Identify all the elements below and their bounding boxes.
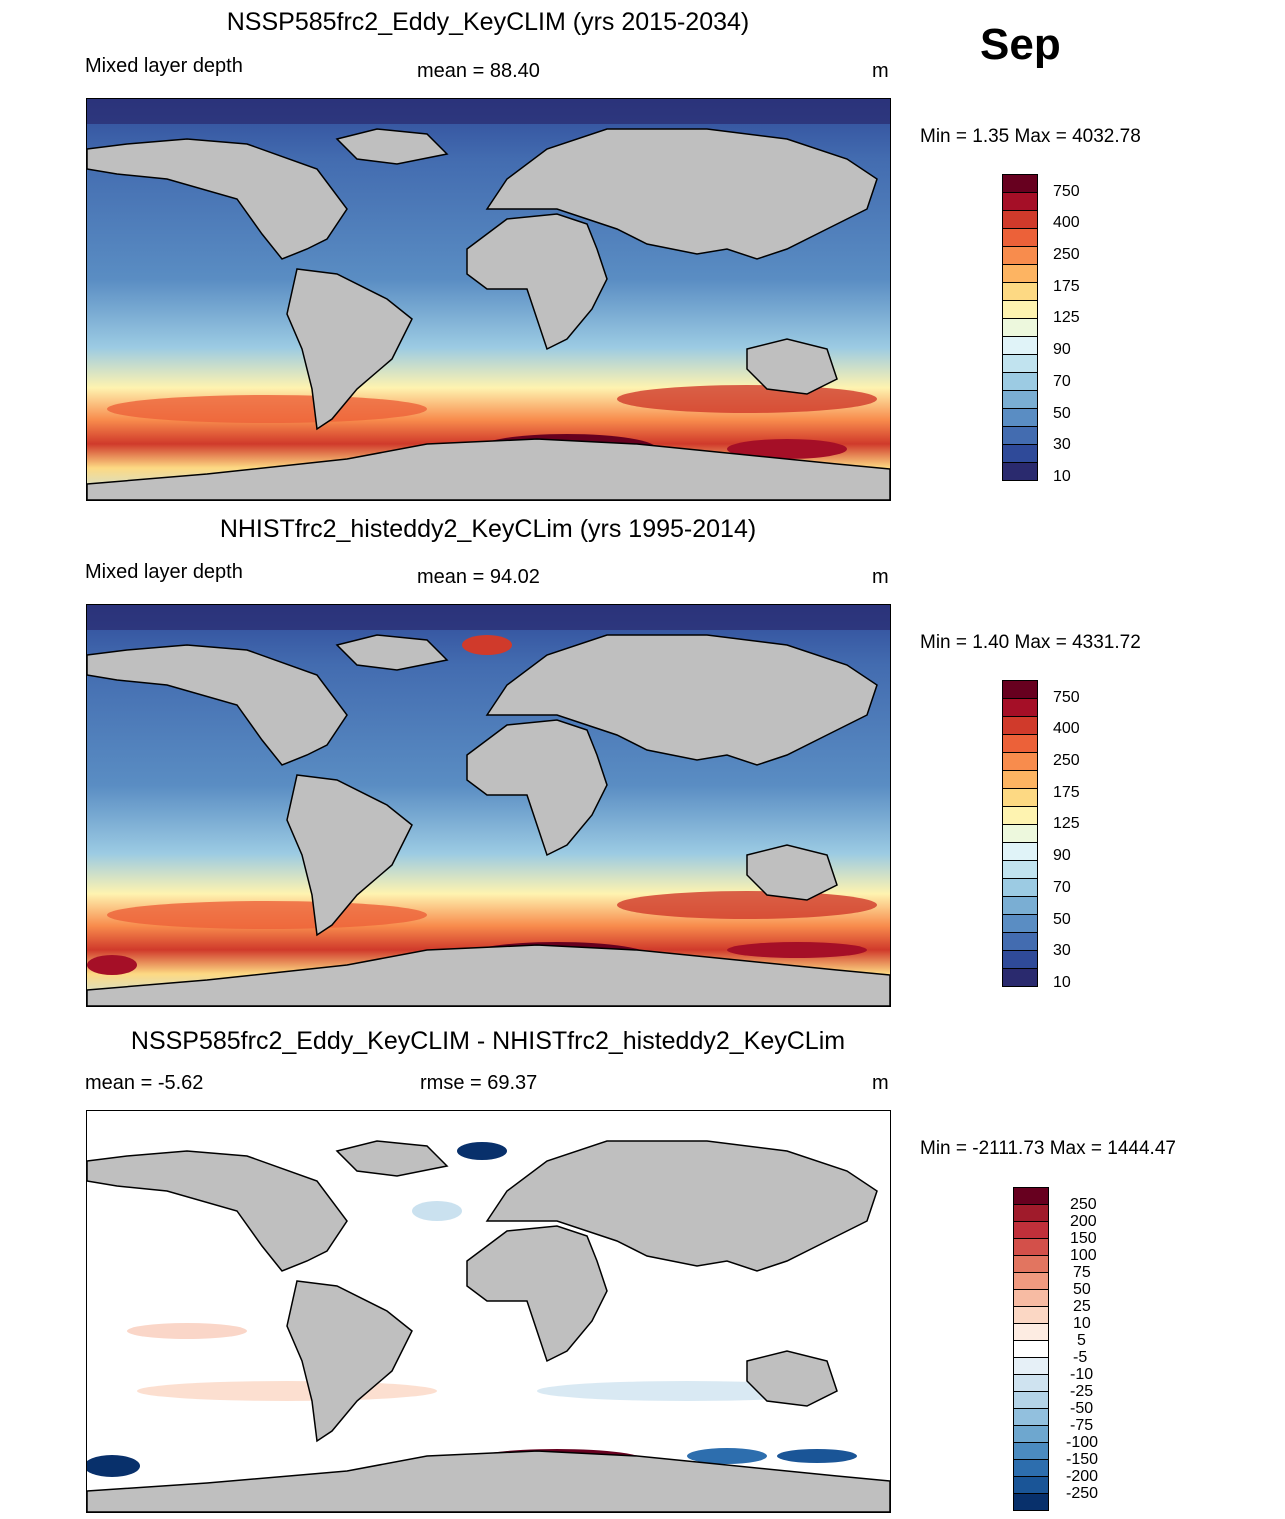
panel2-left-label: Mixed layer depth: [85, 561, 243, 583]
cbar2-label: 50: [1053, 911, 1071, 928]
month-label: Sep: [980, 20, 1061, 69]
panel3-rmse-label: rmse = 69.37: [420, 1072, 538, 1094]
cbar1-label: 175: [1053, 278, 1080, 295]
cbar1-label: 125: [1053, 309, 1080, 326]
cbar3-label: 100: [1070, 1247, 1097, 1264]
panel1-center-label: mean = 88.40: [417, 60, 540, 82]
cbar2-label: 70: [1053, 879, 1071, 896]
panel2-center-label: mean = 94.02: [417, 566, 540, 588]
cbar3-label: 75: [1073, 1264, 1091, 1281]
panel1-minmax: Min = 1.35 Max = 4032.78: [920, 126, 1141, 147]
cbar3-label: 150: [1070, 1230, 1097, 1247]
cbar2-label: 250: [1053, 752, 1080, 769]
cbar3-label: -75: [1070, 1417, 1094, 1434]
panel1-title: NSSP585frc2_Eddy_KeyCLIM (yrs 2015-2034): [226, 8, 750, 36]
cbar1-label: 30: [1053, 436, 1071, 453]
cbar1-label: 10: [1053, 468, 1071, 485]
cbar2-label: 30: [1053, 942, 1071, 959]
panel2-map: [86, 604, 891, 1007]
cbar3-label: 50: [1073, 1281, 1091, 1298]
cbar3-label: 250: [1070, 1196, 1097, 1213]
cbar2-label: 400: [1053, 720, 1080, 737]
cbar1-label: 400: [1053, 214, 1080, 231]
cbar1-label: 250: [1053, 246, 1080, 263]
panel2-title: NHISTfrc2_histeddy2_KeyCLim (yrs 1995-20…: [219, 515, 757, 543]
panel1-map: [86, 98, 891, 501]
panel3-title: NSSP585frc2_Eddy_KeyCLIM - NHISTfrc2_his…: [130, 1027, 846, 1055]
cbar3-label: -200: [1066, 1468, 1099, 1485]
cbar3-label: -150: [1066, 1451, 1099, 1468]
panel2-unit: m: [872, 566, 889, 588]
cbar1-label: 70: [1053, 373, 1071, 390]
cbar1-label: 50: [1053, 405, 1071, 422]
cbar3-label: 5: [1077, 1332, 1086, 1349]
cbar2-label: 125: [1053, 815, 1080, 832]
panel3-minmax: Min = -2111.73 Max = 1444.47: [920, 1138, 1176, 1159]
cbar3-label: -250: [1066, 1485, 1099, 1502]
panel2-minmax: Min = 1.40 Max = 4331.72: [920, 632, 1141, 653]
cbar2-label: 750: [1053, 689, 1080, 706]
panel3-map: [86, 1110, 891, 1513]
cbar2-label: 10: [1053, 974, 1071, 991]
panel1-unit: m: [872, 60, 889, 82]
cbar3-label: 10: [1073, 1315, 1091, 1332]
cbar3-label: 25: [1073, 1298, 1091, 1315]
cbar3-label: -10: [1070, 1366, 1094, 1383]
panel1-left-label: Mixed layer depth: [85, 55, 243, 77]
cbar3-label: 200: [1070, 1213, 1097, 1230]
cbar2-label: 175: [1053, 784, 1080, 801]
cbar1-label: 750: [1053, 183, 1080, 200]
panel3-mean-label: mean = -5.62: [85, 1072, 204, 1094]
cbar3-label: -25: [1070, 1383, 1094, 1400]
panel3-unit: m: [872, 1072, 889, 1094]
cbar3-label: -50: [1070, 1400, 1094, 1417]
cbar3-label: -5: [1073, 1349, 1088, 1366]
cbar3-label: -100: [1066, 1434, 1099, 1451]
cbar2-label: 90: [1053, 847, 1071, 864]
cbar1-label: 90: [1053, 341, 1071, 358]
